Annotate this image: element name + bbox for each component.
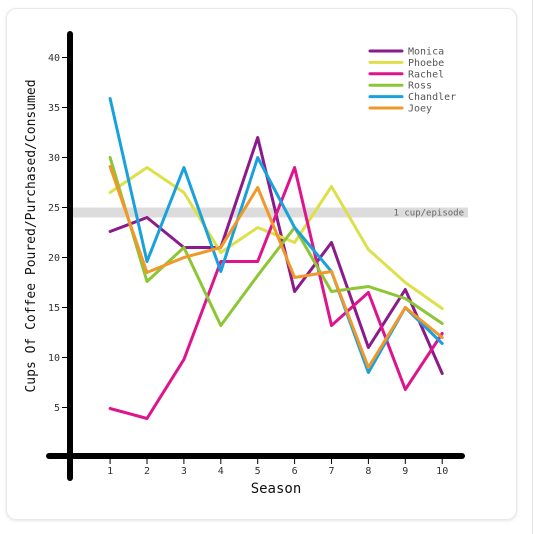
y-tick-label: 5 — [54, 403, 60, 414]
legend-label-ross: Ross — [408, 81, 432, 92]
x-tick-label: 10 — [436, 466, 448, 477]
legend-label-chandler: Chandler — [408, 92, 456, 103]
reference-band-label: 1 cup/episode — [394, 209, 464, 219]
series-line-joey — [108, 165, 444, 369]
series-line-phoebe — [108, 166, 444, 310]
legend-label-joey: Joey — [408, 104, 432, 115]
legend-label-monica: Monica — [408, 47, 444, 58]
legend-label-rachel: Rachel — [408, 69, 444, 80]
x-tick-label: 4 — [218, 466, 224, 477]
y-axis-title: Cups Of Coffee Poured/Purchased/Consumed — [24, 79, 39, 392]
x-ticks: 1 2 3 4 5 6 7 8 9 10 — [107, 459, 448, 477]
y-ticks: 5 10 15 20 25 30 35 40 — [48, 53, 67, 414]
y-tick-label: 10 — [48, 353, 60, 364]
y-tick-label: 25 — [48, 203, 60, 214]
chart-card — [6, 8, 517, 520]
y-tick-label: 20 — [48, 253, 60, 264]
x-tick-label: 6 — [292, 466, 298, 477]
x-tick-label: 9 — [402, 466, 408, 477]
page-edge-divider — [532, 0, 533, 534]
series-line-ross — [108, 156, 444, 327]
legend-label-phoebe: Phoebe — [408, 58, 444, 69]
y-tick-label: 30 — [48, 153, 60, 164]
y-tick-label: 40 — [48, 53, 60, 64]
x-tick-label: 8 — [365, 466, 371, 477]
x-tick-label: 3 — [181, 466, 187, 477]
x-tick-label: 5 — [255, 466, 261, 477]
series-line-monica — [108, 136, 444, 375]
y-tick-label: 35 — [48, 103, 60, 114]
x-tick-label: 7 — [328, 466, 334, 477]
x-tick-label: 2 — [144, 466, 150, 477]
x-tick-label: 1 — [107, 466, 113, 477]
y-tick-label: 15 — [48, 303, 60, 314]
series-layer — [108, 97, 444, 420]
x-axis-title: Season — [251, 481, 302, 497]
